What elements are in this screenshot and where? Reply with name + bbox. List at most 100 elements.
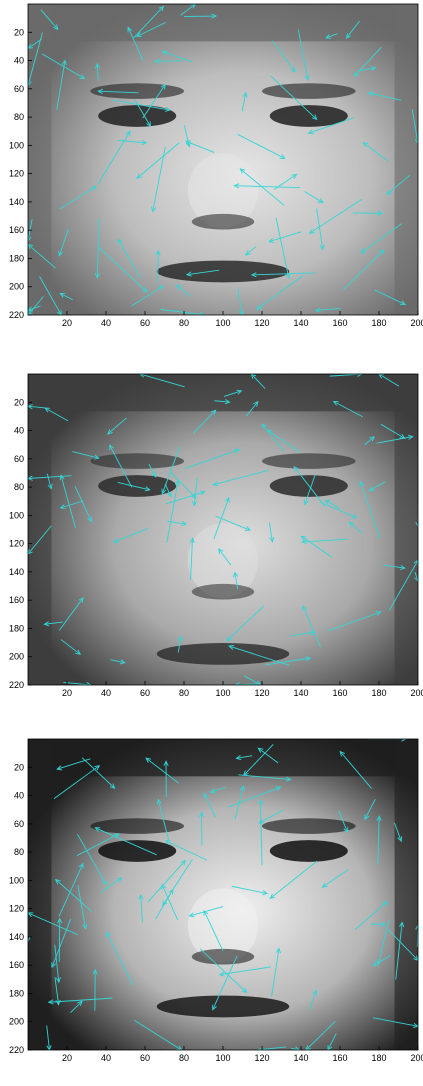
x-tick-label: 200 <box>410 1053 423 1063</box>
flow-arrow <box>234 572 239 590</box>
flow-arrowhead <box>415 924 418 930</box>
flow-arrowhead <box>301 539 308 545</box>
flow-arrow <box>380 423 405 439</box>
flow-arrowhead <box>367 91 374 97</box>
flow-arrowhead <box>164 106 171 112</box>
flow-arrowhead <box>327 1044 333 1050</box>
flow-arrow <box>322 869 349 888</box>
flow-arrow <box>58 228 69 256</box>
flow-arrow <box>107 417 127 435</box>
flow-arrow <box>59 293 73 301</box>
flow-arrowhead <box>28 81 32 87</box>
y-tick-label: 140 <box>9 567 24 577</box>
flow-arrow <box>308 117 355 134</box>
flow-arrow <box>215 515 251 531</box>
flow-arrowhead <box>250 272 257 278</box>
flow-arrowhead <box>109 444 114 451</box>
flow-arrow <box>96 218 100 278</box>
flow-arrow <box>316 208 324 250</box>
flow-arrow <box>315 308 341 311</box>
flow-arrow <box>214 400 230 403</box>
flow-arrowhead <box>203 909 209 916</box>
flow-arrow <box>81 757 115 789</box>
flow-arrowhead <box>317 198 324 204</box>
flow-arrow <box>28 296 44 315</box>
x-tick-label: 140 <box>293 688 308 698</box>
flow-arrowhead <box>127 26 133 33</box>
flow-arrowhead <box>180 859 186 866</box>
flow-arrow <box>106 932 134 986</box>
y-tick-label: 40 <box>14 426 24 436</box>
flow-arrowhead <box>97 88 103 94</box>
flow-arrow <box>265 657 311 666</box>
flow-arrow <box>184 449 240 470</box>
flow-arrow <box>304 191 324 203</box>
flow-arrow <box>348 521 363 534</box>
flow-arrow <box>40 9 59 30</box>
flow-arrow <box>97 131 131 184</box>
y-tick-label: 40 <box>14 56 24 66</box>
flow-arrowhead <box>53 24 59 31</box>
flow-arrow <box>231 885 268 894</box>
flow-arrow <box>258 1046 287 1050</box>
x-tick-label: 80 <box>179 1053 189 1063</box>
flow-arrow <box>212 955 238 1010</box>
flow-arrowhead <box>106 931 111 938</box>
x-tick-label: 60 <box>140 688 150 698</box>
flow-arrow <box>320 501 357 519</box>
flow-arrowhead <box>218 548 224 554</box>
flow-arrowhead <box>203 792 209 799</box>
flow-arrowhead <box>136 32 142 37</box>
flow-arrowhead <box>293 465 299 472</box>
flow-arrow <box>268 231 302 243</box>
flow-arrow <box>258 747 279 764</box>
flow-arrowhead <box>181 520 188 527</box>
flow-arrowhead <box>362 141 369 148</box>
flow-arrow <box>117 239 141 278</box>
flow-arrow <box>70 1001 83 1013</box>
flow-arrowhead <box>93 454 100 460</box>
flow-arrowhead <box>228 644 235 650</box>
flow-arrow <box>250 374 266 389</box>
flow-arrowhead <box>47 483 53 490</box>
flow-arrowhead <box>155 249 161 256</box>
flow-arrowhead <box>125 130 131 137</box>
flow-arrowhead <box>92 968 98 975</box>
flow-arrowhead <box>163 760 169 767</box>
flow-arrowhead <box>184 140 191 146</box>
x-tick-label: 200 <box>410 318 423 328</box>
flow-arrow <box>161 445 181 494</box>
flow-arrow <box>169 471 197 499</box>
flow-arrow <box>226 605 265 642</box>
x-tick-label: 140 <box>293 318 308 328</box>
flow-vectors <box>28 739 418 1050</box>
flow-arrowhead <box>43 621 50 627</box>
flow-arrow <box>223 390 242 397</box>
flow-arrow <box>190 538 193 580</box>
flow-arrowhead <box>415 521 418 528</box>
flow-arrowhead <box>245 250 251 256</box>
flow-arrowhead <box>58 250 64 257</box>
y-tick-label: 140 <box>9 197 24 207</box>
flow-arrowhead <box>144 486 151 492</box>
flow-arrow <box>218 548 232 566</box>
flow-arrow <box>369 481 386 492</box>
x-tick-label: 180 <box>371 688 386 698</box>
flow-arrowhead <box>145 757 152 763</box>
x-tick-label: 40 <box>101 318 111 328</box>
flow-arrowhead <box>239 785 245 792</box>
y-tick-label: 160 <box>9 960 24 970</box>
flow-arrow <box>370 923 386 926</box>
flow-arrowhead <box>308 228 315 234</box>
flow-arrowhead <box>151 471 157 478</box>
flow-arrow <box>270 75 317 120</box>
flow-arrow <box>327 611 381 632</box>
flow-arrow <box>46 1025 50 1050</box>
flow-arrowhead <box>291 173 298 179</box>
x-tick-label: 80 <box>179 318 189 328</box>
flow-arrow <box>387 928 418 961</box>
flow-arrow <box>302 605 321 648</box>
flow-arrowhead <box>241 987 248 994</box>
flow-arrowhead <box>401 739 408 742</box>
flow-arrowhead <box>376 815 382 821</box>
